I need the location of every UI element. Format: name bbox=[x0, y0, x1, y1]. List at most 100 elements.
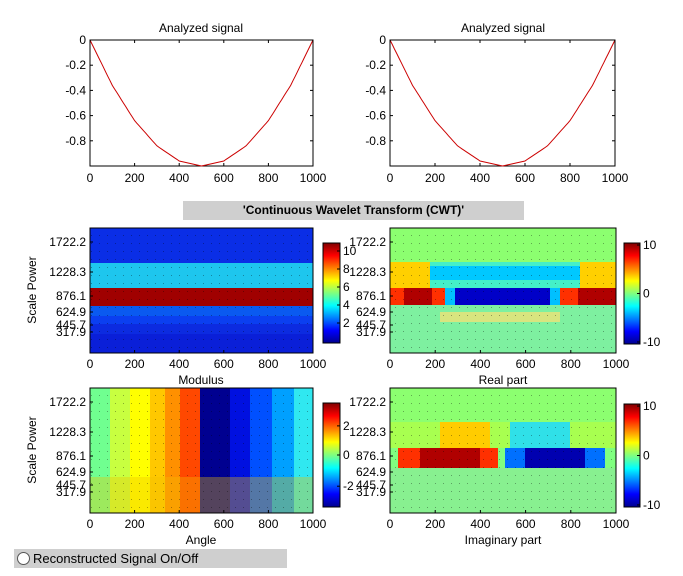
colorbar-tick-label: 6 bbox=[343, 280, 350, 294]
x-tick-label: 400 bbox=[169, 517, 189, 531]
x-tick-label: 400 bbox=[470, 357, 490, 371]
scale-tick-label: 317.9 bbox=[56, 325, 86, 339]
y-tick-label: -0.2 bbox=[65, 58, 86, 72]
x-tick-label: 1000 bbox=[300, 171, 327, 185]
x-tick-label: 200 bbox=[425, 357, 445, 371]
signal-plot-right: Analyzed signal 0 200 400 600 800 1000 0 -0.2 -0… bbox=[365, 21, 628, 185]
x-tick-label: 800 bbox=[560, 171, 580, 185]
x-tick-label: 200 bbox=[125, 171, 145, 185]
x-tick-label: 0 bbox=[387, 171, 394, 185]
x-tick-label: 800 bbox=[561, 517, 581, 531]
scale-tick-label: 1228.3 bbox=[49, 425, 86, 439]
scale-tick-label: 876.1 bbox=[356, 289, 386, 303]
colorbar-tick-label: 2 bbox=[343, 316, 350, 330]
x-tick-label: 800 bbox=[258, 357, 278, 371]
reconstructed-signal-label: Reconstructed Signal On/Off bbox=[33, 551, 199, 566]
x-tick-label: 600 bbox=[516, 517, 536, 531]
signal-plot-right-axes bbox=[389, 39, 616, 167]
x-tick-label: 0 bbox=[387, 517, 394, 531]
scale-tick-label: 1722.2 bbox=[49, 395, 86, 409]
colorbar-tick-label: 10 bbox=[343, 244, 357, 258]
scale-tick-label: 876.1 bbox=[356, 449, 386, 463]
scale-tick-label: 876.1 bbox=[56, 289, 86, 303]
scale-tick-label: 1722.2 bbox=[49, 235, 86, 249]
real-part-xlabel: Real part bbox=[479, 373, 528, 387]
colorbar-tick-label: 0 bbox=[343, 448, 350, 462]
x-tick-label: 600 bbox=[214, 171, 234, 185]
cwt-banner: 'Continuous Wavelet Transform (CWT)' bbox=[183, 201, 524, 220]
modulus-ylabel: Scale Power bbox=[25, 256, 39, 323]
colorbar-tick-label: 10 bbox=[643, 238, 657, 252]
scale-tick-label: 445.7 bbox=[356, 478, 386, 492]
x-tick-label: 0 bbox=[87, 357, 94, 371]
scale-tick-label: 624.9 bbox=[56, 465, 86, 479]
imaginary-part-image bbox=[390, 388, 616, 513]
reconstructed-signal-radio[interactable] bbox=[17, 552, 30, 565]
y-tick-label: -0.2 bbox=[365, 58, 386, 72]
x-tick-label: 600 bbox=[516, 357, 536, 371]
scale-tick-label: 445.7 bbox=[56, 318, 86, 332]
x-tick-label: 0 bbox=[87, 517, 94, 531]
y-tick-label: -0.4 bbox=[365, 83, 386, 97]
scale-tick-label: 624.9 bbox=[356, 305, 386, 319]
scale-tick-label: 624.9 bbox=[356, 465, 386, 479]
real-part-heatmap: Real part bbox=[389, 227, 617, 387]
scale-tick-label: 1722.2 bbox=[349, 235, 386, 249]
y-tick-label: -0.8 bbox=[65, 134, 86, 148]
signal-line-right bbox=[389, 39, 616, 167]
colorbar-tick-label: 0 bbox=[643, 449, 650, 463]
x-tick-label: 400 bbox=[169, 171, 189, 185]
x-tick-label: 1000 bbox=[300, 517, 327, 531]
colorbar-modulus bbox=[322, 242, 341, 344]
x-tick-label: 800 bbox=[561, 357, 581, 371]
angle-ylabel: Scale Power bbox=[25, 416, 39, 483]
x-tick-label: 0 bbox=[87, 171, 94, 185]
colorbar-tick-label: 8 bbox=[343, 262, 350, 276]
x-tick-label: 1000 bbox=[603, 357, 630, 371]
modulus-image bbox=[90, 228, 313, 353]
x-tick-label: 400 bbox=[169, 357, 189, 371]
x-tick-label: 1000 bbox=[603, 517, 630, 531]
y-tick-label: -0.4 bbox=[65, 83, 86, 97]
scale-tick-label: 445.7 bbox=[56, 478, 86, 492]
x-tick-label: 600 bbox=[214, 357, 234, 371]
signal-plot-left-axes bbox=[89, 39, 314, 167]
colorbar-tick-label: -10 bbox=[643, 335, 661, 349]
scale-tick-label: 624.9 bbox=[56, 305, 86, 319]
colorbar-tick-label: -10 bbox=[643, 498, 661, 512]
scale-tick-label: 317.9 bbox=[356, 325, 386, 339]
x-tick-label: 800 bbox=[258, 517, 278, 531]
scale-tick-label: 317.9 bbox=[56, 485, 86, 499]
y-tick-label: 0 bbox=[379, 33, 386, 47]
signal-plot-left-title: Analyzed signal bbox=[159, 21, 243, 35]
x-tick-label: 400 bbox=[470, 517, 490, 531]
reconstructed-signal-toggle[interactable]: Reconstructed Signal On/Off bbox=[14, 549, 287, 568]
colorbar-tick-label: 10 bbox=[643, 399, 657, 413]
imaginary-part-xlabel: Imaginary part bbox=[465, 533, 542, 547]
real-part-image bbox=[390, 228, 616, 353]
angle-image bbox=[90, 388, 313, 513]
angle-xlabel: Angle bbox=[186, 533, 217, 547]
scale-tick-label: 1228.3 bbox=[349, 265, 386, 279]
x-tick-label: 0 bbox=[387, 357, 394, 371]
y-tick-label: 0 bbox=[79, 33, 86, 47]
scale-tick-label: 1722.2 bbox=[349, 395, 386, 409]
colorbar-tick-label: -2 bbox=[343, 479, 354, 493]
x-tick-label: 800 bbox=[258, 171, 278, 185]
scale-tick-label: 876.1 bbox=[56, 449, 86, 463]
x-tick-label: 1000 bbox=[602, 171, 629, 185]
x-tick-label: 200 bbox=[425, 171, 445, 185]
x-tick-label: 600 bbox=[515, 171, 535, 185]
x-tick-label: 400 bbox=[470, 171, 490, 185]
y-tick-label: -0.6 bbox=[65, 109, 86, 123]
signal-plot-left: Analyzed signal 0 200 400 600 800 1000 0 -0.2 -0… bbox=[65, 21, 326, 185]
angle-heatmap: Angle Scale Power bbox=[25, 387, 314, 547]
y-tick-label: -0.8 bbox=[365, 134, 386, 148]
scale-tick-label: 445.7 bbox=[356, 318, 386, 332]
x-tick-label: 1000 bbox=[300, 357, 327, 371]
signal-line-left bbox=[89, 39, 314, 167]
colorbar-tick-label: 0 bbox=[643, 287, 650, 301]
x-tick-label: 200 bbox=[425, 517, 445, 531]
signal-plot-right-title: Analyzed signal bbox=[461, 21, 545, 35]
